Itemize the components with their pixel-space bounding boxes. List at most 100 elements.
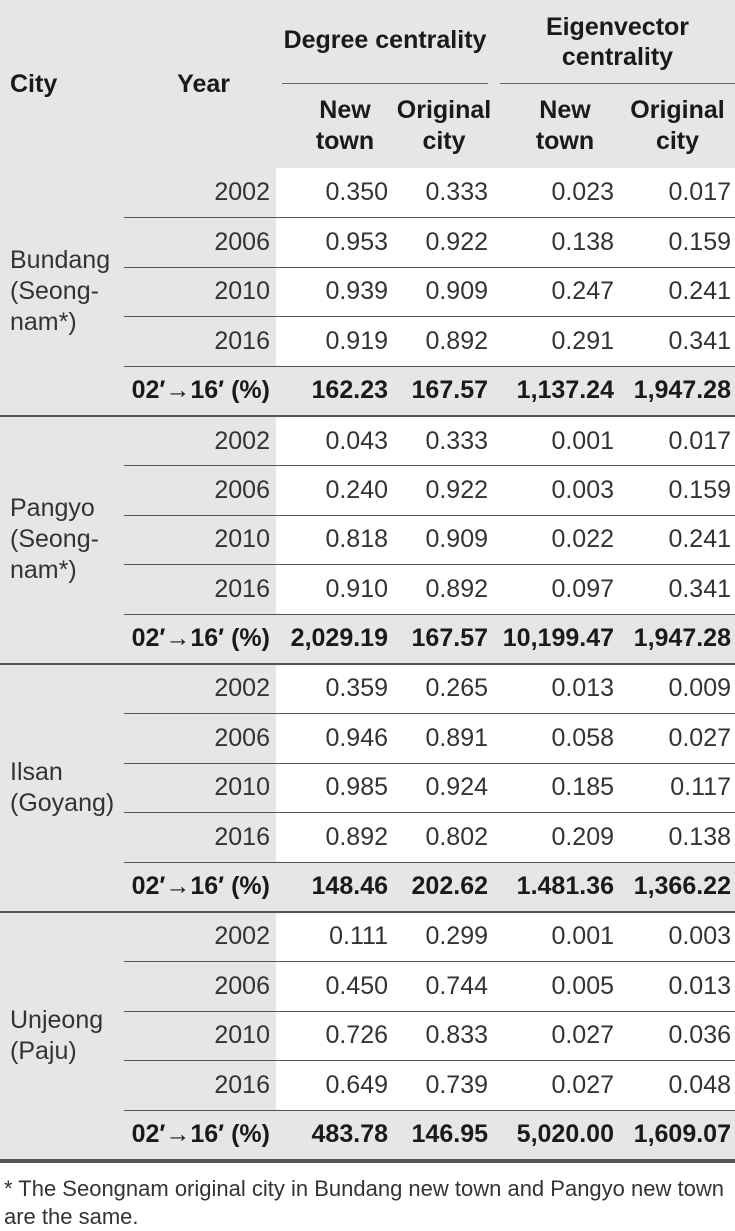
table-row: Ilsan (Goyang) 2002 0.359 0.265 0.013 0.009: [0, 663, 735, 913]
value-cell: 0.922: [394, 465, 494, 516]
city-name: Unjeong (Paju): [0, 911, 124, 1161]
value-cell: 0.946: [276, 713, 394, 764]
value-cell: 0.818: [276, 515, 394, 566]
city-name-line: nam*): [10, 307, 77, 336]
table-row: Unjeong (Paju) 2002 0.111 0.299 0.001 0.003: [0, 911, 735, 1161]
summary-row: 02′→16′ (%) 2,029.19 167.57 10,199.47 1,947.…: [0, 614, 735, 665]
header-city: City: [10, 69, 58, 98]
city-name-line: nam*): [10, 556, 77, 585]
summary-value: 167.57: [394, 366, 494, 417]
value-cell: 0.919: [276, 316, 394, 367]
city-name-line: (Seong-: [10, 525, 99, 554]
value-cell: 0.649: [276, 1060, 394, 1111]
header-degree-centrality: Degree centrality: [276, 0, 494, 84]
summary-row: 02′→16′ (%) 148.46 202.62 1.481.36 1,366.22: [0, 862, 735, 913]
summary-label: 02′→16′ (%): [124, 862, 276, 913]
year-cell: 2006: [124, 961, 276, 1012]
value-cell: 0.833: [394, 1011, 494, 1062]
city-name-line: (Goyang): [10, 788, 115, 817]
value-cell: 0.017: [620, 168, 735, 219]
value-cell: 0.159: [620, 217, 735, 268]
summary-value: 1,947.28: [620, 614, 735, 665]
summary-value: 1,947.28: [620, 366, 735, 417]
value-cell: 0.013: [620, 961, 735, 1012]
header-year: Year: [177, 69, 230, 98]
value-cell: 0.359: [276, 663, 394, 715]
value-cell: 0.185: [494, 763, 620, 814]
year-cell: 2002: [124, 415, 276, 467]
value-cell: 0.027: [620, 713, 735, 764]
value-cell: 0.910: [276, 564, 394, 615]
year-cell: 2016: [124, 316, 276, 367]
table-row: 2016 0.919 0.892 0.291 0.341: [0, 316, 735, 367]
value-cell: 0.802: [394, 812, 494, 863]
value-cell: 0.744: [394, 961, 494, 1012]
value-cell: 0.138: [620, 812, 735, 863]
year-cell: 2016: [124, 564, 276, 615]
year-cell: 2016: [124, 812, 276, 863]
value-cell: 0.892: [394, 316, 494, 367]
summary-value: 2,029.19: [276, 614, 394, 665]
value-cell: 0.333: [394, 168, 494, 219]
city-name-line: Pangyo: [10, 494, 95, 523]
table-row: 2016 0.649 0.739 0.027 0.048: [0, 1060, 735, 1111]
summary-row: 02′→16′ (%) 483.78 146.95 5,020.00 1,609.07: [0, 1110, 735, 1161]
value-cell: 0.240: [276, 465, 394, 516]
summary-label: 02′→16′ (%): [124, 614, 276, 665]
table-row: 2016 0.892 0.802 0.209 0.138: [0, 812, 735, 863]
value-cell: 0.005: [494, 961, 620, 1012]
value-cell: 0.265: [394, 663, 494, 715]
value-cell: 0.291: [494, 316, 620, 367]
value-cell: 0.159: [620, 465, 735, 516]
value-cell: 0.013: [494, 663, 620, 715]
value-cell: 0.241: [620, 515, 735, 566]
value-cell: 0.450: [276, 961, 394, 1012]
value-cell: 0.017: [620, 415, 735, 467]
year-cell: 2006: [124, 465, 276, 516]
value-cell: 0.036: [620, 1011, 735, 1062]
table-row: 2010 0.985 0.924 0.185 0.117: [0, 763, 735, 814]
value-cell: 0.333: [394, 415, 494, 467]
table-row: 2010 0.726 0.833 0.027 0.036: [0, 1011, 735, 1062]
header-degree-new-town: New town: [315, 96, 375, 155]
table-body: Bundang (Seong-nam*) 2002 0.350 0.333 0.023 0.…: [0, 168, 735, 1161]
summary-row: 02′→16′ (%) 162.23 167.57 1,137.24 1,947.28: [0, 366, 735, 417]
city-name-line: (Paju): [10, 1036, 77, 1065]
value-cell: 0.048: [620, 1060, 735, 1111]
value-cell: 0.341: [620, 564, 735, 615]
value-cell: 0.924: [394, 763, 494, 814]
centrality-table: City Year Degree centrality Eigenvector …: [0, 0, 735, 1161]
summary-value: 1,137.24: [494, 366, 620, 417]
table-row: 2006 0.953 0.922 0.138 0.159: [0, 217, 735, 268]
table-row: 2010 0.939 0.909 0.247 0.241: [0, 267, 735, 318]
footnote: * The Seongnam original city in Bundang …: [0, 1160, 735, 1231]
value-cell: 0.241: [620, 267, 735, 318]
summary-value: 1.481.36: [494, 862, 620, 913]
value-cell: 0.001: [494, 415, 620, 467]
value-cell: 0.097: [494, 564, 620, 615]
header-eigen-original-city: Original city: [630, 96, 725, 155]
value-cell: 0.939: [276, 267, 394, 318]
value-cell: 0.922: [394, 217, 494, 268]
value-cell: 0.341: [620, 316, 735, 367]
summary-value: 162.23: [276, 366, 394, 417]
value-cell: 0.891: [394, 713, 494, 764]
city-name-line: (Seong-: [10, 276, 99, 305]
value-cell: 0.892: [276, 812, 394, 863]
value-cell: 0.022: [494, 515, 620, 566]
table-row: 2016 0.910 0.892 0.097 0.341: [0, 564, 735, 615]
header-eigen-new-town: New town: [535, 96, 595, 155]
header-degree-original-city: Original city: [396, 96, 492, 155]
value-cell: 0.058: [494, 713, 620, 764]
value-cell: 0.001: [494, 911, 620, 962]
summary-value: 146.95: [394, 1110, 494, 1161]
value-cell: 0.009: [620, 663, 735, 715]
year-cell: 2016: [124, 1060, 276, 1111]
value-cell: 0.027: [494, 1011, 620, 1062]
header-eigenvector-centrality: Eigenvector centrality: [494, 0, 735, 84]
table-row: Pangyo (Seong-nam*) 2002 0.043 0.333 0.001 0.0…: [0, 415, 735, 665]
value-cell: 0.299: [394, 911, 494, 962]
value-cell: 0.909: [394, 267, 494, 318]
value-cell: 0.003: [494, 465, 620, 516]
value-cell: 0.023: [494, 168, 620, 219]
